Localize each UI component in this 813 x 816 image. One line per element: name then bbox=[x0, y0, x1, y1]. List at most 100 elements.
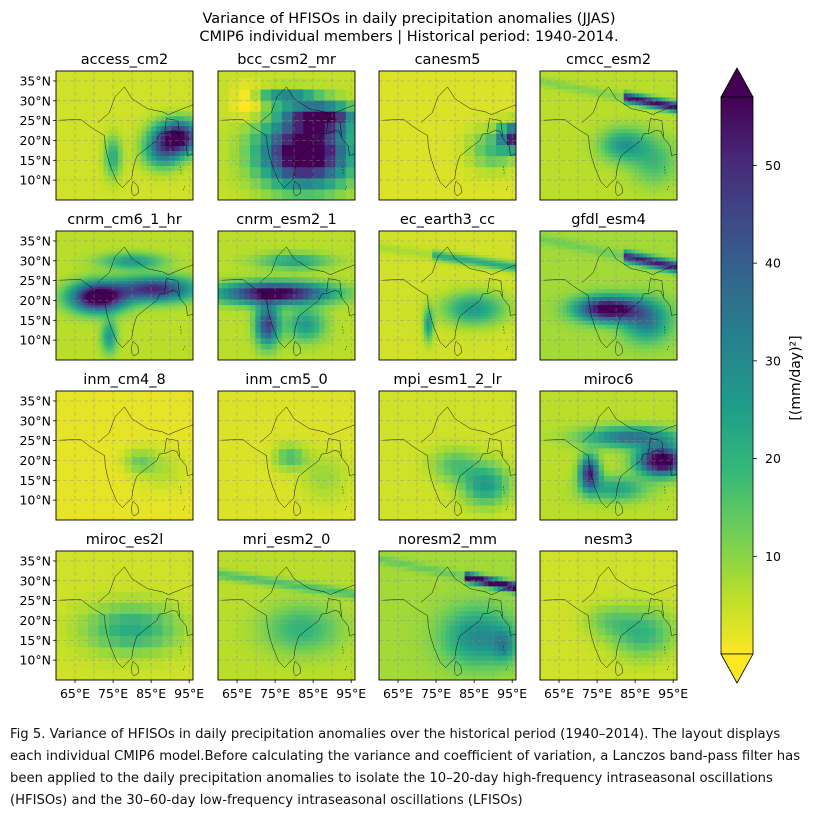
heatmap-cell bbox=[127, 155, 133, 161]
heatmap-cell bbox=[543, 124, 549, 130]
heatmap-cell bbox=[616, 104, 621, 110]
heatmap-cell bbox=[90, 302, 93, 306]
heatmap-cell bbox=[126, 231, 129, 234]
heatmap-cell bbox=[635, 76, 640, 82]
heatmap-cell bbox=[589, 124, 594, 130]
heatmap-cell bbox=[92, 268, 95, 272]
heatmap-cell bbox=[619, 84, 625, 90]
heatmap-cell bbox=[130, 280, 133, 284]
heatmap-cell bbox=[56, 358, 59, 360]
heatmap-cell bbox=[105, 298, 108, 302]
heatmap-cell bbox=[88, 282, 91, 286]
heatmap-cell bbox=[63, 234, 67, 238]
heatmap-cell bbox=[547, 100, 553, 106]
heatmap-cell bbox=[57, 234, 61, 238]
heatmap-cell bbox=[345, 111, 355, 123]
heatmap-cell bbox=[646, 80, 651, 86]
heatmap-cell bbox=[61, 356, 65, 359]
heatmap-cell bbox=[128, 322, 131, 325]
heatmap-cell bbox=[654, 152, 659, 157]
heatmap-cell bbox=[650, 104, 655, 110]
heatmap-cell bbox=[97, 236, 101, 240]
heatmap-cell bbox=[56, 344, 59, 347]
heatmap-cell bbox=[61, 268, 65, 272]
heatmap-cell bbox=[118, 286, 122, 290]
heatmap-cell bbox=[117, 120, 124, 127]
heatmap-cell bbox=[99, 292, 103, 296]
heatmap-cell bbox=[61, 240, 65, 244]
heatmap-cell bbox=[136, 125, 143, 132]
heatmap-cell bbox=[99, 346, 103, 349]
heatmap-cell bbox=[94, 328, 97, 331]
heatmap-cell bbox=[103, 248, 107, 252]
heatmap-cell bbox=[80, 262, 84, 266]
heatmap-cell bbox=[604, 104, 610, 110]
heatmap-cell bbox=[496, 144, 508, 157]
heatmap-cell bbox=[619, 104, 625, 110]
heatmap-cell bbox=[160, 180, 167, 186]
heatmap-cell bbox=[107, 254, 110, 258]
heatmap-cell bbox=[593, 196, 598, 200]
heatmap-cell bbox=[57, 252, 61, 256]
heatmap-cell bbox=[661, 140, 667, 146]
heatmap-cell bbox=[98, 71, 105, 77]
heatmap-cell bbox=[107, 282, 110, 286]
heatmap-cell bbox=[59, 356, 63, 359]
heatmap-cell bbox=[69, 288, 72, 292]
heatmap-cell bbox=[61, 332, 65, 335]
heatmap-cell bbox=[69, 328, 72, 331]
heatmap-cell bbox=[578, 176, 583, 181]
heatmap-cell bbox=[103, 242, 107, 246]
heatmap-cell bbox=[555, 184, 560, 189]
heatmap-cell bbox=[116, 342, 120, 345]
heatmap-cell bbox=[547, 80, 553, 86]
heatmap-cell bbox=[661, 132, 667, 138]
heatmap-cell bbox=[97, 314, 101, 317]
heatmap-cell bbox=[84, 262, 88, 266]
heatmap-cell bbox=[619, 80, 625, 86]
heatmap-cell bbox=[597, 76, 602, 82]
heatmap-cell bbox=[124, 266, 127, 270]
heatmap-cell bbox=[547, 128, 553, 134]
heatmap-cell bbox=[69, 320, 72, 323]
heatmap-cell bbox=[67, 328, 70, 331]
heatmap-cell bbox=[120, 264, 124, 268]
heatmap-cell bbox=[80, 232, 84, 236]
heatmap-cell bbox=[84, 254, 88, 258]
heatmap-cell bbox=[71, 312, 74, 315]
heatmap-cell bbox=[128, 318, 131, 321]
heatmap-cell bbox=[650, 152, 655, 157]
heatmap-cell bbox=[120, 262, 124, 266]
heatmap-cell bbox=[75, 288, 78, 292]
heatmap-cell bbox=[324, 111, 336, 123]
heatmap-cell bbox=[98, 150, 105, 156]
heatmap-cell bbox=[114, 356, 118, 359]
heatmap-cell bbox=[56, 120, 62, 127]
heatmap-cell bbox=[566, 108, 572, 114]
heatmap-cell bbox=[63, 340, 67, 343]
heatmap-cell bbox=[59, 274, 63, 278]
heatmap-cell bbox=[94, 318, 97, 321]
heatmap-cell bbox=[540, 84, 545, 90]
heatmap-cell bbox=[631, 100, 636, 106]
heatmap-cell bbox=[103, 85, 109, 92]
heatmap-cell bbox=[116, 340, 120, 343]
heatmap-cell bbox=[122, 352, 126, 355]
heatmap-cell bbox=[111, 232, 114, 236]
heatmap-cell bbox=[324, 77, 336, 90]
heatmap-cell bbox=[56, 318, 59, 321]
heatmap-cell bbox=[118, 288, 122, 292]
heatmap-cell bbox=[71, 318, 74, 321]
heatmap-cell bbox=[63, 310, 67, 313]
heatmap-cell bbox=[56, 340, 59, 343]
heatmap-cell bbox=[646, 156, 651, 161]
heatmap-cell bbox=[92, 248, 95, 252]
heatmap-cell bbox=[218, 99, 230, 112]
heatmap-cell bbox=[56, 254, 59, 258]
heatmap-cell bbox=[94, 342, 97, 345]
heatmap-cell bbox=[114, 328, 118, 331]
heatmap-cell bbox=[111, 318, 114, 321]
heatmap-cell bbox=[86, 308, 89, 311]
heatmap-cell bbox=[555, 144, 560, 149]
heatmap-cell bbox=[184, 100, 190, 107]
